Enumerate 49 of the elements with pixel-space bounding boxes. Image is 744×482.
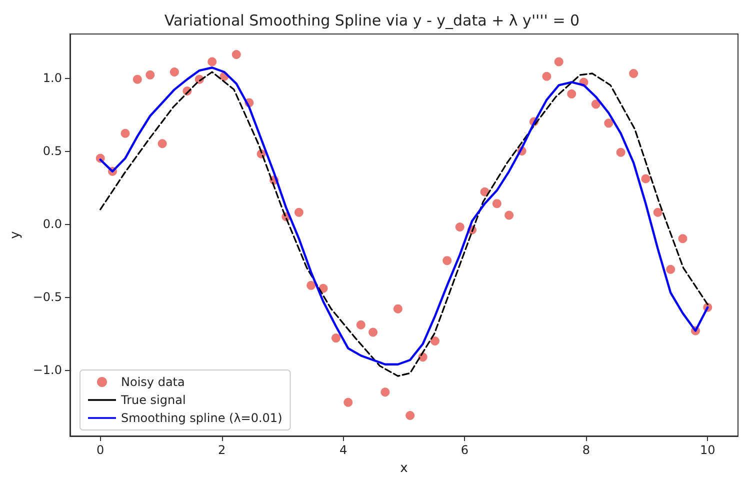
point <box>158 139 167 148</box>
x-tick-label: 4 <box>339 443 348 457</box>
point <box>678 234 688 244</box>
point <box>232 50 241 59</box>
legend-label: True signal <box>120 393 186 407</box>
point <box>542 72 552 81</box>
point <box>430 336 440 346</box>
point <box>294 208 304 217</box>
point <box>356 320 366 330</box>
point <box>344 398 353 407</box>
point <box>368 328 378 337</box>
point <box>666 264 676 274</box>
y-axis-title: y <box>8 230 23 239</box>
point <box>616 148 626 157</box>
point <box>504 210 514 220</box>
x-tick-label: 0 <box>96 443 104 457</box>
point <box>306 280 316 290</box>
point <box>170 68 179 77</box>
y-tick-label: −1.0 <box>32 363 62 378</box>
y-tick-label: −0.5 <box>32 290 62 304</box>
legend-label: Smoothing spline (λ=0.01) <box>121 411 282 425</box>
point <box>591 100 600 109</box>
point <box>567 89 576 98</box>
point <box>146 70 155 80</box>
x-tick-label: 8 <box>582 443 590 457</box>
point <box>393 304 402 314</box>
point <box>604 118 614 128</box>
x-axis-title: x <box>400 461 408 476</box>
point <box>653 208 662 217</box>
x-tick-label: 2 <box>218 443 226 457</box>
point <box>492 199 502 208</box>
point <box>629 68 638 78</box>
point <box>406 411 415 420</box>
chart-title: Variational Smoothing Spline via y - y_data + λ y'''' = 0 <box>164 12 580 30</box>
point <box>331 334 340 343</box>
legend-label: Noisy data <box>121 375 185 389</box>
point <box>641 174 650 184</box>
x-tick-label: 10 <box>700 443 716 457</box>
point <box>442 256 452 266</box>
point <box>132 74 142 84</box>
y-tick-label: 0.5 <box>42 144 62 158</box>
x-tick-label: 6 <box>460 443 469 457</box>
point <box>455 222 464 232</box>
y-tick-label: 0.0 <box>42 217 62 232</box>
point <box>120 128 130 138</box>
y-tick-label: 1.0 <box>42 70 62 85</box>
point <box>208 57 217 66</box>
point <box>380 388 390 397</box>
point <box>554 57 564 66</box>
